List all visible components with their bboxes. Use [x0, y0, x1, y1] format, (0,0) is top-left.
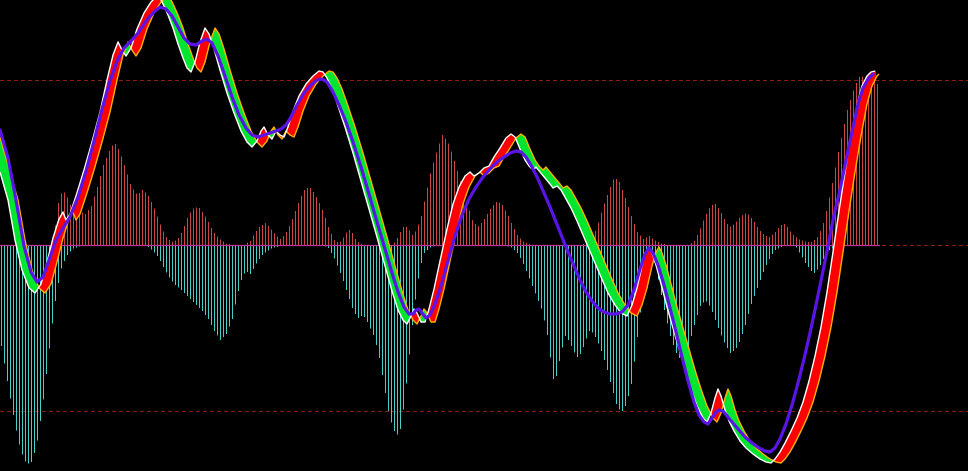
indicator-chart-pane	[0, 0, 968, 464]
chart-canvas	[0, 0, 968, 464]
